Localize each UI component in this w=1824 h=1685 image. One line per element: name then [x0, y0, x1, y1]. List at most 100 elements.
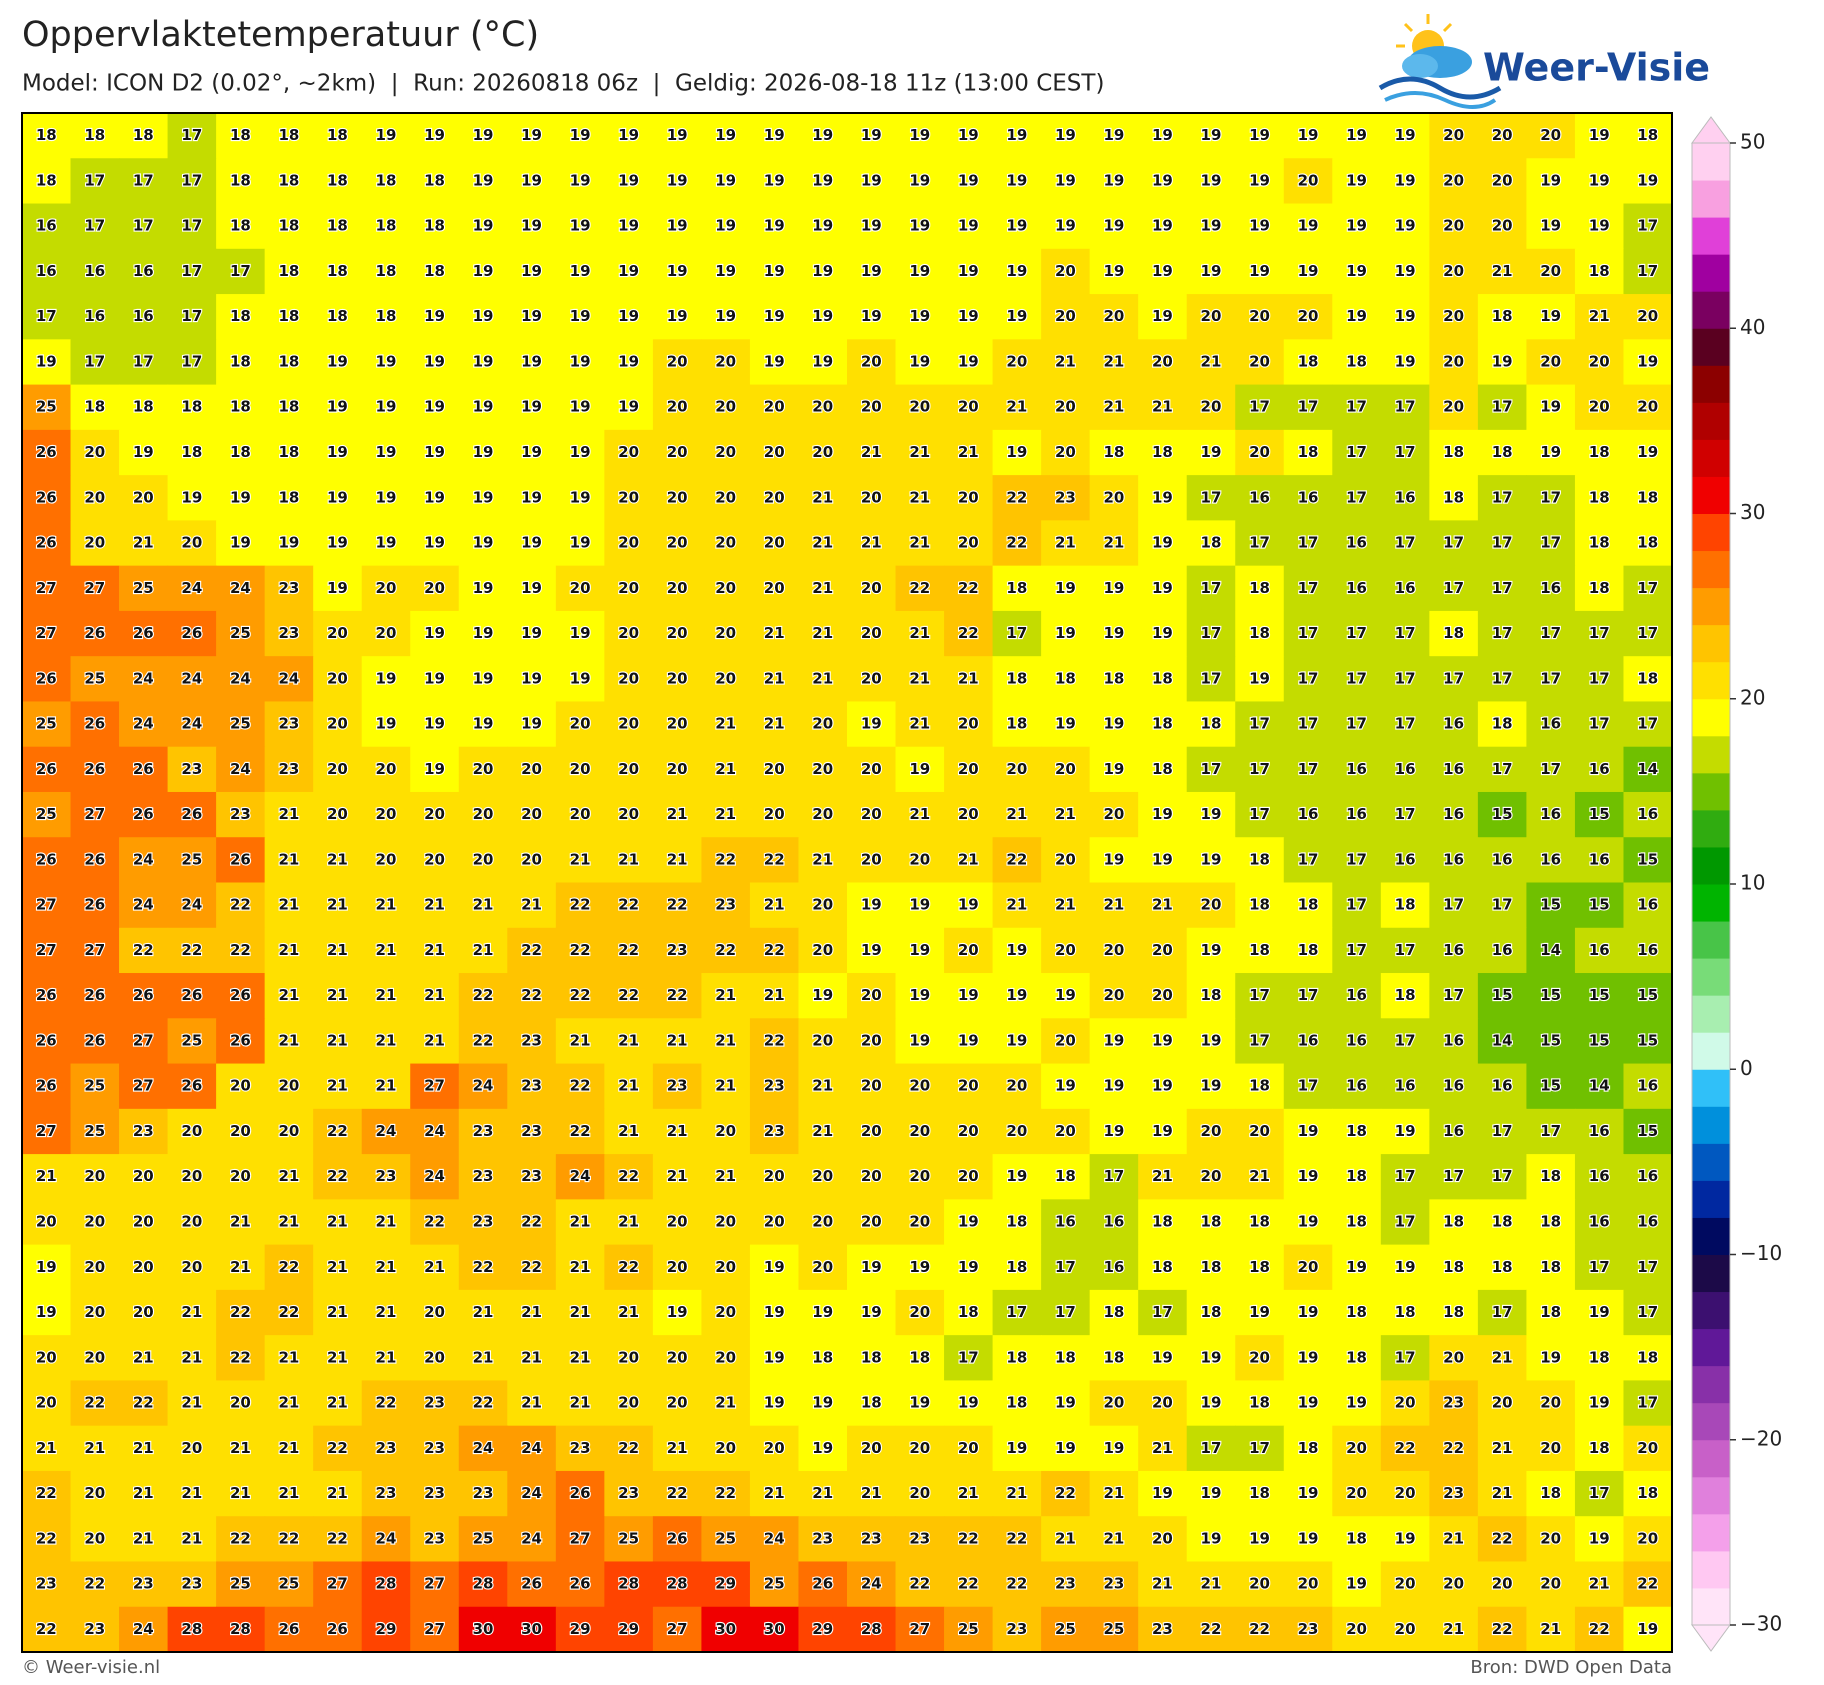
temperature-label: 19	[812, 986, 833, 1004]
temperature-cell	[1380, 248, 1430, 295]
temperature-label: 20	[1103, 307, 1124, 325]
temperature-label: 24	[570, 1167, 591, 1185]
temperature-cell	[458, 203, 508, 250]
temperature-label: 21	[1103, 398, 1124, 416]
temperature-label: 20	[376, 579, 397, 597]
temperature-cell	[944, 1380, 994, 1427]
temperature-cell	[798, 203, 848, 250]
temperature-cell	[944, 429, 994, 476]
temperature-cell	[749, 203, 799, 250]
temperature-label: 18	[1201, 1303, 1222, 1321]
temperature-cell	[22, 837, 72, 883]
temperature-label: 18	[1201, 1258, 1222, 1276]
temperature-cell	[119, 1289, 169, 1336]
temperature-cell	[1429, 1425, 1479, 1472]
temperature-label: 22	[1492, 1620, 1513, 1638]
temperature-cell	[992, 791, 1042, 838]
temperature-cell	[847, 429, 897, 476]
temperature-label: 22	[1006, 1575, 1027, 1593]
temperature-cell	[1574, 1289, 1624, 1336]
temperature-label: 19	[764, 1258, 785, 1276]
temperature-cell	[1623, 158, 1673, 205]
temperature-label: 17	[133, 217, 154, 235]
temperature-cell	[1089, 1516, 1139, 1562]
temperature-cell	[1477, 1063, 1527, 1110]
temperature-label: 26	[84, 1031, 105, 1049]
temperature-label: 19	[570, 352, 591, 370]
temperature-label: 19	[812, 1439, 833, 1457]
temperature-cell	[1186, 973, 1236, 1019]
temperature-label: 19	[1152, 805, 1173, 823]
temperature-cell	[361, 1018, 411, 1065]
temperature-label: 18	[1589, 1439, 1610, 1457]
temperature-cell	[410, 1063, 460, 1110]
temperature-cell	[410, 1244, 460, 1291]
temperature-label: 19	[376, 715, 397, 733]
temperature-label: 19	[1055, 171, 1076, 189]
temperature-label: 19	[1006, 307, 1027, 325]
temperature-cell	[167, 1606, 217, 1653]
temperature-label: 29	[376, 1620, 397, 1638]
temperature-label: 19	[1006, 443, 1027, 461]
temperature-label: 19	[1103, 126, 1124, 144]
temperature-label: 17	[1249, 986, 1270, 1004]
temperature-cell	[652, 1561, 702, 1608]
temperature-label: 18	[1201, 534, 1222, 552]
temperature-label: 19	[1152, 579, 1173, 597]
temperature-cell	[1089, 610, 1139, 657]
temperature-cell	[749, 610, 799, 657]
temperature-cell	[216, 746, 266, 793]
temperature-label: 18	[230, 126, 251, 144]
temperature-label: 21	[570, 1348, 591, 1366]
temperature-label: 27	[327, 1575, 348, 1593]
temperature-label: 21	[1249, 1167, 1270, 1185]
temperature-cell	[507, 1154, 557, 1200]
temperature-label: 20	[1346, 1484, 1367, 1502]
temperature-cell	[313, 294, 363, 340]
temperature-cell	[944, 1108, 994, 1155]
temperature-label: 19	[764, 307, 785, 325]
colorbar-band	[1692, 1328, 1730, 1367]
temperature-cell	[1574, 1561, 1624, 1608]
temperature-label: 19	[1298, 126, 1319, 144]
temperature-cell	[1574, 1425, 1624, 1472]
temperature-label: 16	[1492, 850, 1513, 868]
temperature-cell	[1477, 203, 1527, 250]
temperature-cell	[1089, 1199, 1139, 1246]
temperature-cell	[361, 1335, 411, 1381]
temperature-label: 27	[424, 1620, 445, 1638]
temperature-cell	[604, 1108, 654, 1155]
temperature-cell	[507, 520, 557, 567]
temperature-label: 24	[521, 1439, 542, 1457]
temperature-label: 20	[84, 1167, 105, 1185]
temperature-cell	[167, 1516, 217, 1562]
temperature-cell	[507, 1380, 557, 1427]
temperature-label: 26	[230, 850, 251, 868]
temperature-cell	[895, 656, 945, 702]
temperature-label: 19	[521, 217, 542, 235]
temperature-cell	[167, 973, 217, 1019]
temperature-cell	[410, 1380, 460, 1427]
temperature-label: 17	[1637, 1303, 1658, 1321]
temperature-cell	[361, 429, 411, 476]
temperature-label: 18	[1103, 443, 1124, 461]
temperature-label: 21	[958, 1484, 979, 1502]
temperature-label: 19	[1152, 1122, 1173, 1140]
temperature-label: 20	[1395, 1484, 1416, 1502]
temperature-label: 19	[1152, 1484, 1173, 1502]
temperature-label: 17	[1201, 488, 1222, 506]
temperature-label: 16	[1346, 1031, 1367, 1049]
temperature-cell	[944, 1606, 994, 1653]
temperature-cell	[216, 610, 266, 657]
colorbar-tick-label: 30	[1740, 500, 1765, 524]
temperature-cell	[22, 520, 72, 567]
temperature-cell	[604, 1154, 654, 1200]
temperature-label: 19	[1637, 443, 1658, 461]
temperature-label: 21	[376, 1077, 397, 1095]
temperature-label: 21	[473, 896, 494, 914]
temperature-cell	[1332, 1018, 1382, 1065]
temperature-cell	[410, 610, 460, 657]
temperature-label: 14	[1492, 1031, 1513, 1049]
temperature-label: 21	[667, 1122, 688, 1140]
